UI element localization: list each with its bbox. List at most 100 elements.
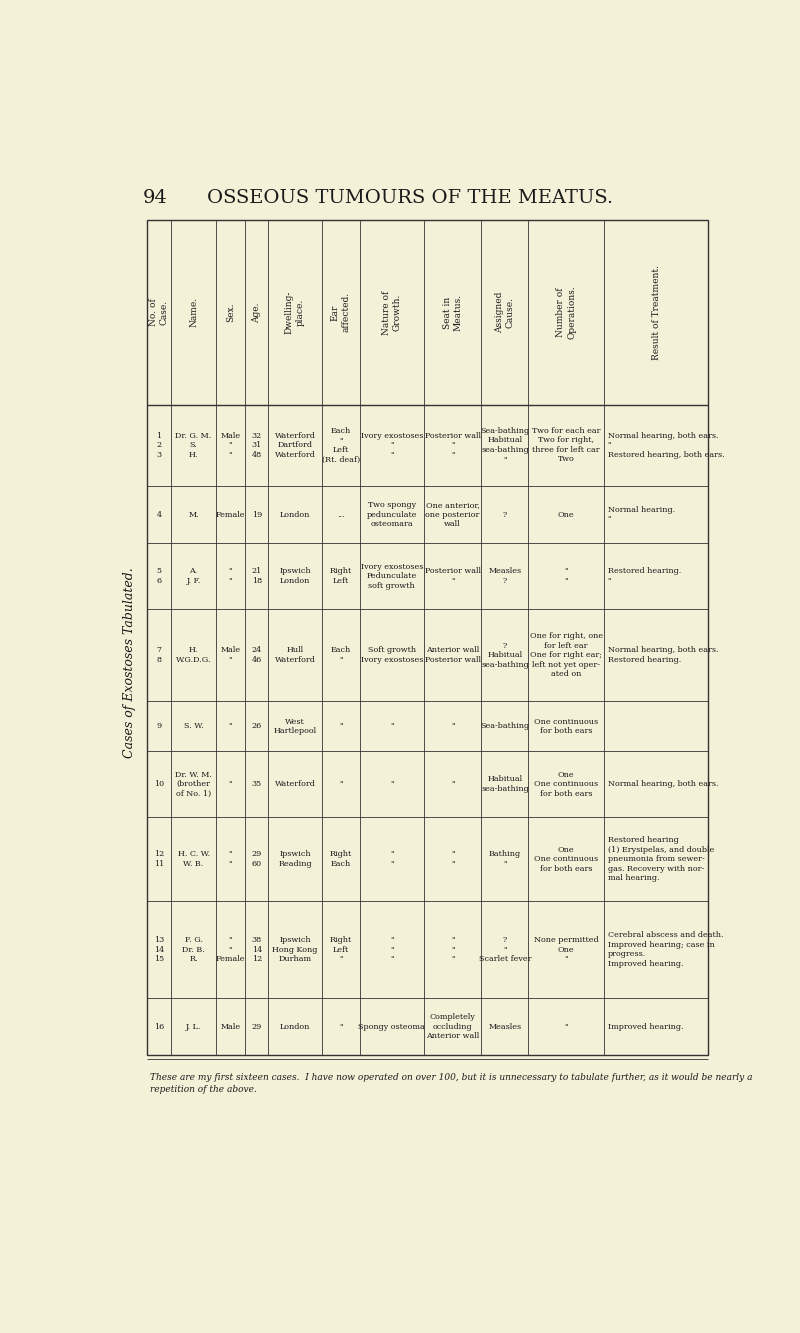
Text: Dr. G. M.
S.
H.: Dr. G. M. S. H. (175, 432, 212, 459)
Text: 4: 4 (156, 511, 162, 519)
Text: One
One continuous
for both ears: One One continuous for both ears (534, 770, 598, 797)
Text: Measles: Measles (488, 1022, 522, 1030)
Text: Seat in
Meatus.: Seat in Meatus. (442, 293, 462, 331)
Text: ?
"
Scarlet fever: ? " Scarlet fever (478, 936, 531, 964)
Text: No. of
Case.: No. of Case. (149, 299, 169, 327)
Text: One for right, one
for left ear
One for right ear;
left not yet oper-
ated on: One for right, one for left ear One for … (530, 632, 602, 678)
Text: Result of Treatment.: Result of Treatment. (651, 265, 661, 360)
Text: 1
2
3: 1 2 3 (156, 432, 162, 459)
Text: H.
W.G.D.G.: H. W.G.D.G. (176, 647, 211, 664)
Text: 26: 26 (251, 722, 262, 730)
Text: Right
Left
": Right Left " (330, 936, 352, 964)
Text: Cerebral abscess and death.
Improved hearing; case in
progress.
Improved hearing: Cerebral abscess and death. Improved hea… (607, 932, 723, 968)
Text: OSSEOUS TUMOURS OF THE MEATUS.: OSSEOUS TUMOURS OF THE MEATUS. (207, 189, 613, 207)
Text: 10: 10 (154, 780, 164, 788)
Text: Ipswich
Hong Kong
Durham: Ipswich Hong Kong Durham (272, 936, 318, 964)
Text: Male
"
": Male " " (221, 432, 241, 459)
Text: Ipswich
Reading: Ipswich Reading (278, 850, 312, 868)
Text: Posterior wall
": Posterior wall " (425, 568, 481, 585)
Text: Assigned
Cause.: Assigned Cause. (495, 292, 515, 333)
Text: "
": " " (564, 568, 568, 585)
Text: 29
60: 29 60 (251, 850, 262, 868)
Text: "
"
": " " " (451, 936, 454, 964)
Text: One continuous
for both ears: One continuous for both ears (534, 717, 598, 734)
Text: Bathing
": Bathing " (489, 850, 521, 868)
Text: "
": " " (451, 850, 454, 868)
Text: 7
8: 7 8 (157, 647, 162, 664)
Text: Spongy osteoma: Spongy osteoma (358, 1022, 425, 1030)
Text: Habitual
sea-bathing: Habitual sea-bathing (481, 776, 529, 793)
Text: Normal hearing.
": Normal hearing. " (607, 505, 674, 524)
Text: J. L.: J. L. (186, 1022, 202, 1030)
Text: 16: 16 (154, 1022, 164, 1030)
Text: M.: M. (188, 511, 199, 519)
Text: West
Hartlepool: West Hartlepool (274, 717, 317, 734)
Text: Name.: Name. (189, 297, 198, 328)
Text: ": " (564, 1022, 568, 1030)
Text: 94: 94 (142, 189, 167, 207)
Text: S. W.: S. W. (184, 722, 203, 730)
Text: Male
": Male " (221, 647, 241, 664)
Text: 29: 29 (251, 1022, 262, 1030)
Text: London: London (280, 511, 310, 519)
Text: Male: Male (221, 1022, 241, 1030)
Text: ": " (390, 722, 394, 730)
Text: Nature of
Growth.: Nature of Growth. (382, 291, 402, 335)
Text: Completely
occluding
Anterior wall: Completely occluding Anterior wall (426, 1013, 479, 1040)
Text: Normal hearing, both ears.
"
Restored hearing, both ears.: Normal hearing, both ears. " Restored he… (607, 432, 724, 459)
Text: Sex.: Sex. (226, 303, 235, 323)
Text: Sea-bathing
Habitual
sea-bathing
": Sea-bathing Habitual sea-bathing " (480, 427, 530, 464)
Text: Ipswich
London: Ipswich London (279, 568, 310, 585)
Text: ": " (339, 780, 342, 788)
Text: 21
18: 21 18 (251, 568, 262, 585)
Text: Ivory exostoses
Pedunculate
soft growth: Ivory exostoses Pedunculate soft growth (361, 563, 423, 589)
Text: Each
": Each " (330, 647, 351, 664)
Text: Ivory exostoses
"
": Ivory exostoses " " (361, 432, 423, 459)
Text: 19: 19 (251, 511, 262, 519)
Text: A.
J. F.: A. J. F. (186, 568, 201, 585)
Text: ": " (390, 780, 394, 788)
Text: Two for each ear
Two for right,
three for left car
Two: Two for each ear Two for right, three fo… (532, 427, 600, 464)
Text: Age.: Age. (252, 303, 262, 323)
Text: Female: Female (216, 511, 246, 519)
Text: Restored hearing
(1) Erysipelas, and double
pneumonia from sewer-
gas. Recovery : Restored hearing (1) Erysipelas, and dou… (607, 836, 714, 882)
Text: "
": " " (229, 850, 232, 868)
Text: ": " (339, 1022, 342, 1030)
Text: Soft growth
Ivory exostoses: Soft growth Ivory exostoses (361, 647, 423, 664)
Text: 5
6: 5 6 (156, 568, 162, 585)
Text: Anterior wall
Posterior wall: Anterior wall Posterior wall (425, 647, 481, 664)
Text: ": " (339, 722, 342, 730)
Text: Waterford
Dartford
Waterford: Waterford Dartford Waterford (274, 432, 315, 459)
Text: 9: 9 (156, 722, 162, 730)
Text: ": " (451, 780, 454, 788)
Text: 24
46: 24 46 (251, 647, 262, 664)
Text: Dr. W. M.
(brother
of No. 1): Dr. W. M. (brother of No. 1) (175, 770, 212, 797)
Text: Hull
Waterford: Hull Waterford (274, 647, 315, 664)
Text: ...: ... (337, 511, 345, 519)
Text: Right
Left: Right Left (330, 568, 352, 585)
Text: 13
14
15: 13 14 15 (154, 936, 164, 964)
Text: One
One continuous
for both ears: One One continuous for both ears (534, 845, 598, 873)
Text: None permitted
One
": None permitted One " (534, 936, 598, 964)
Text: Normal hearing, both ears.
Restored hearing.: Normal hearing, both ears. Restored hear… (607, 647, 718, 664)
Text: Improved hearing.: Improved hearing. (607, 1022, 683, 1030)
Bar (146, 220, 708, 1056)
Text: ": " (229, 722, 232, 730)
Text: One anterior,
one posterior
wall: One anterior, one posterior wall (426, 501, 480, 528)
Text: Right
Each: Right Each (330, 850, 352, 868)
Text: Waterford: Waterford (274, 780, 315, 788)
Text: Normal hearing, both ears.: Normal hearing, both ears. (607, 780, 718, 788)
Text: "
": " " (229, 568, 232, 585)
Text: H. C. W.
W. B.: H. C. W. W. B. (178, 850, 210, 868)
Text: Restored hearing.
": Restored hearing. " (607, 568, 681, 585)
Text: Cases of Exostoses Tabulated.: Cases of Exostoses Tabulated. (123, 568, 136, 758)
Text: Sea-bathing: Sea-bathing (480, 722, 530, 730)
Text: ": " (451, 722, 454, 730)
Text: ": " (229, 780, 232, 788)
Text: Dwelling-
place.: Dwelling- place. (285, 291, 305, 335)
Text: "
"
": " " " (390, 936, 394, 964)
Text: Two spongy
pedunculate
osteomara: Two spongy pedunculate osteomara (366, 501, 417, 528)
Text: 35: 35 (252, 780, 262, 788)
Text: "
"
Female: " " Female (216, 936, 246, 964)
Text: These are my first sixteen cases.  I have now operated on over 100, but it is un: These are my first sixteen cases. I have… (150, 1073, 753, 1094)
